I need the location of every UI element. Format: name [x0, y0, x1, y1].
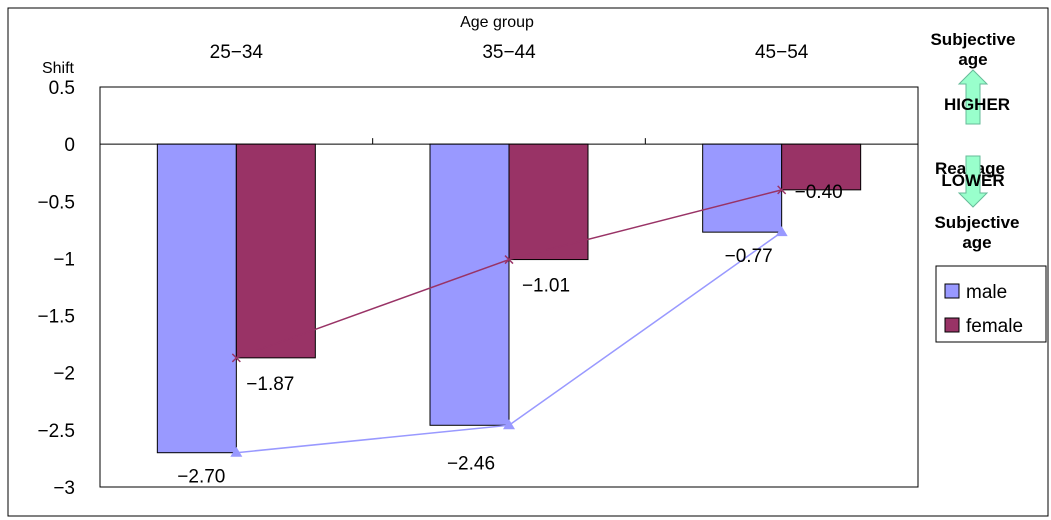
x-tick-label: 45−54 — [755, 42, 809, 63]
bar-layer — [156, 143, 862, 454]
bar-female — [508, 143, 589, 261]
legend-swatch-male — [944, 283, 960, 299]
y-axis: 0.5 0 −0.5 −1 −1.5 −2 −2.5 −3 — [37, 78, 75, 499]
y-axis-title: Shift — [42, 60, 75, 77]
subjective-age-note: Subjective age HIGHER Real age LOWER Sub… — [930, 30, 1019, 252]
data-label-male: −2.46 — [447, 453, 495, 474]
bar-male — [429, 143, 510, 426]
y-tick-label: −1.5 — [37, 307, 75, 328]
data-label-female: −1.01 — [522, 276, 570, 297]
data-label-male: −2.70 — [177, 467, 225, 488]
marker-female — [504, 255, 514, 265]
bar-male — [156, 143, 237, 454]
note-top-line2: age — [958, 50, 987, 69]
x-axis-title: Age group — [460, 14, 534, 31]
y-tick-label: 0 — [64, 135, 75, 156]
x-tick-label: 25−34 — [210, 42, 264, 63]
marker-male — [775, 226, 788, 237]
bar-male — [702, 143, 783, 233]
legend-label-male: male — [966, 282, 1007, 303]
marker-male — [503, 419, 515, 430]
note-higher: HIGHER — [944, 95, 1010, 114]
legend-label-female: female — [966, 316, 1023, 337]
y-tick-label: −3 — [53, 478, 75, 499]
note-bottom-line2: age — [962, 233, 991, 252]
bar-female — [781, 143, 862, 191]
bar-female — [235, 143, 316, 359]
note-lower: LOWER — [941, 171, 1004, 190]
legend: male female — [935, 265, 1047, 343]
note-bottom-line1: Subjective — [934, 213, 1019, 232]
marker-female — [231, 353, 241, 363]
line-layer — [230, 185, 788, 457]
arrow-up-icon — [957, 69, 989, 125]
legend-swatch-female — [944, 317, 960, 333]
data-label-female: −0.40 — [795, 182, 843, 203]
x-tick-label: 35−44 — [482, 42, 536, 63]
arrow-down-icon — [957, 155, 989, 208]
data-label-female: −1.87 — [246, 374, 294, 395]
y-tick-label: 0.5 — [49, 78, 75, 99]
y-tick-label: −1 — [53, 249, 75, 270]
y-tick-label: −2.5 — [37, 421, 75, 442]
y-tick-label: −0.5 — [37, 192, 75, 213]
note-top-line1: Subjective — [930, 30, 1015, 49]
marker-male — [230, 446, 243, 457]
marker-female — [777, 185, 787, 195]
data-label-layer: −2.70 −2.46 −0.77 −1.87 −1.01 −0.40 — [177, 182, 842, 488]
data-label-male: −0.77 — [725, 246, 773, 267]
y-tick-label: −2 — [53, 364, 75, 385]
